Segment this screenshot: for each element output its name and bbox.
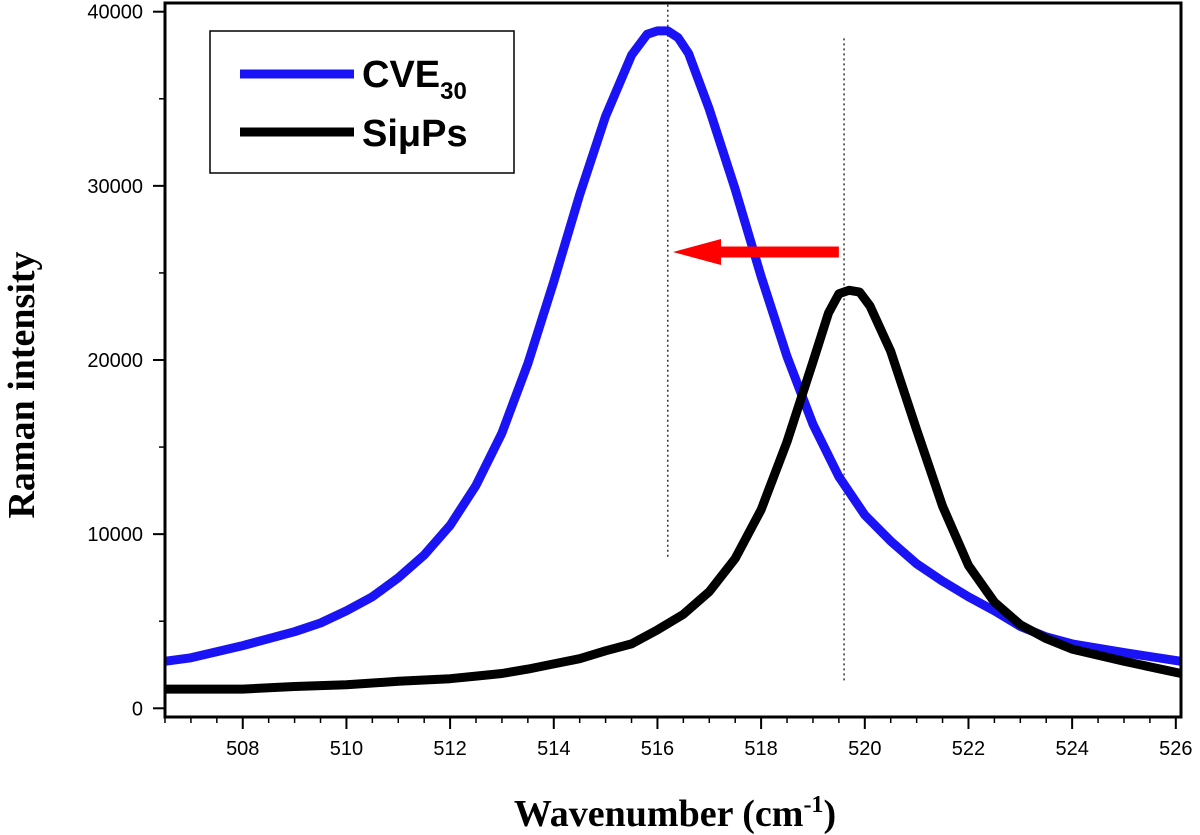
y-tick-label-0: 0 (132, 698, 143, 720)
y-tick-label-40000: 40000 (87, 2, 143, 24)
x-axis: 508 510 512 514 516 518 520 522 524 526 (164, 717, 1193, 760)
legend-label-cve30: CVE30 (362, 54, 467, 105)
x-tick-label-510: 510 (330, 738, 363, 760)
legend-label-cve30-sub: 30 (440, 78, 467, 105)
x-tick-label-512: 512 (433, 738, 466, 760)
y-axis-title: Raman intensity (1, 251, 43, 518)
x-tick-label-520: 520 (848, 738, 881, 760)
x-tick-label-526: 526 (1159, 738, 1192, 760)
x-axis-title-text: Wavenumber (cm (514, 793, 804, 835)
data-series (165, 26, 1181, 694)
x-axis-title-end: ) (823, 793, 836, 835)
y-tick-label-30000: 30000 (87, 176, 143, 198)
x-tick-label-514: 514 (537, 738, 570, 760)
series-line-siups (165, 285, 1181, 694)
x-axis-title-sup: -1 (803, 792, 823, 818)
legend-label-cve30-main: CVE (362, 54, 440, 96)
x-tick-label-508: 508 (226, 738, 259, 760)
legend-box (209, 30, 515, 174)
series-line-cve30 (165, 26, 1181, 666)
x-axis-title: Wavenumber (cm-1) (514, 792, 836, 835)
y-tick-label-10000: 10000 (87, 524, 143, 546)
x-tick-label-524: 524 (1055, 738, 1088, 760)
x-tick-label-516: 516 (641, 738, 674, 760)
y-axis: 0 10000 20000 30000 40000 (87, 2, 165, 720)
shift-arrow-head (673, 239, 721, 266)
x-tick-label-518: 518 (744, 738, 777, 760)
legend: CVE30 SiμPs (209, 30, 515, 174)
y-tick-label-20000: 20000 (87, 350, 143, 372)
x-tick-label-522: 522 (952, 738, 985, 760)
legend-label-siups: SiμPs (362, 113, 468, 155)
annotations (667, 3, 845, 681)
